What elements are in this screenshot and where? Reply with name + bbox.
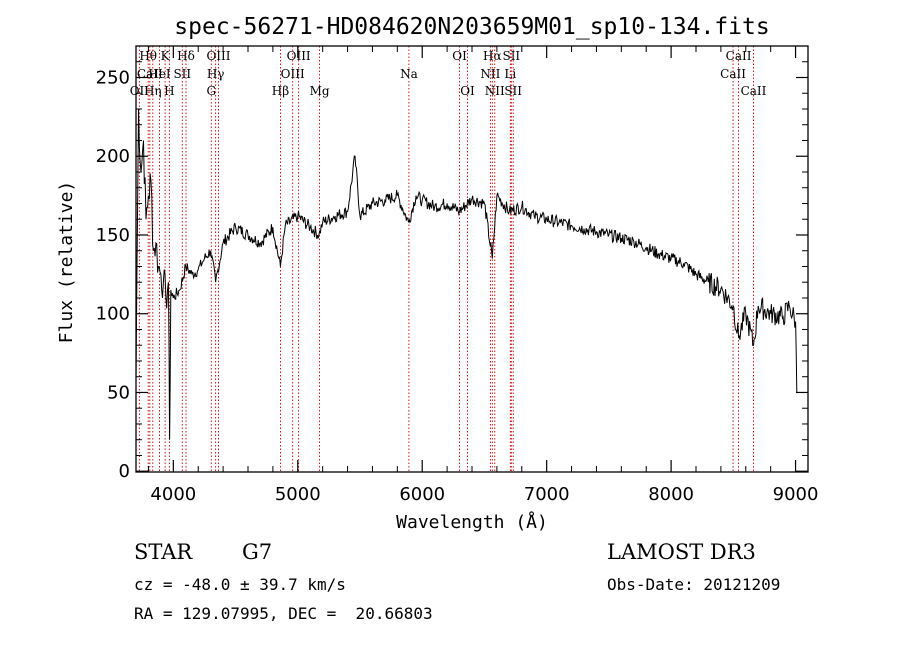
x-axis-ticks: 4000 5000 6000 7000 8000 9000 xyxy=(147,46,819,505)
line-label-9: OIII xyxy=(206,49,230,63)
x-tick-label-2: 6000 xyxy=(399,484,445,505)
x-tick-label-5: 9000 xyxy=(773,484,819,505)
line-label-26: CaII xyxy=(720,67,746,81)
coordinates-info: RA = 129.07995, DEC = 20.66803 xyxy=(134,604,433,623)
line-label-23: NII xyxy=(485,84,505,98)
line-label-13: OIII xyxy=(281,67,305,81)
line-label-27: CaII xyxy=(741,84,767,98)
x-tick-label-3: 7000 xyxy=(524,484,570,505)
chart-title: spec-56271-HD084620N203659M01_sp10-134.f… xyxy=(174,14,769,40)
y-tick-label-5: 250 xyxy=(96,67,130,88)
line-label-18: OI xyxy=(460,84,475,98)
y-tick-label-1: 50 xyxy=(107,382,130,403)
y-axis-ticks: 0 50 100 150 200 250 xyxy=(96,61,808,482)
x-tick-label-4: 8000 xyxy=(648,484,694,505)
line-label-17: OI xyxy=(452,49,467,63)
y-tick-label-4: 200 xyxy=(96,146,130,167)
line-label-14: Hβ xyxy=(272,84,289,98)
redshift-info: cz = -48.0 ± 39.7 km/s xyxy=(134,575,346,594)
line-label-24: SII xyxy=(504,84,522,98)
object-subclass: G7 xyxy=(242,540,273,564)
line-label-15: Mg xyxy=(310,84,330,98)
line-label-25: CaII xyxy=(726,49,752,63)
line-label-5: Hη xyxy=(144,84,162,98)
line-markers: Hθ CaII OII K HeI Hη H Hδ SII OIII Hγ G OIII OIII Hβ Mg… xyxy=(130,46,767,472)
line-label-19: Hα xyxy=(483,49,502,63)
survey-name: LAMOST DR3 xyxy=(607,540,756,564)
line-label-8: SII xyxy=(173,67,191,81)
line-label-7: Hδ xyxy=(177,49,195,63)
line-label-11: G xyxy=(206,84,216,98)
line-label-16: Na xyxy=(400,67,418,81)
line-label-0: Hθ xyxy=(139,49,157,63)
line-label-4: HeI xyxy=(148,67,171,81)
y-tick-label-3: 150 xyxy=(96,225,130,246)
object-class: STAR xyxy=(134,540,193,564)
line-label-20: SII xyxy=(502,49,520,63)
observation-date: Obs-Date: 20121209 xyxy=(607,575,781,594)
x-axis-label: Wavelength (Å) xyxy=(396,511,548,533)
line-label-6: H xyxy=(164,84,174,98)
plot-frame xyxy=(135,45,809,473)
spectrum-line xyxy=(135,108,798,440)
y-tick-label-0: 0 xyxy=(119,461,130,482)
y-axis-label: Flux (relative) xyxy=(56,181,77,344)
line-label-21: NII xyxy=(480,67,500,81)
line-label-3: K xyxy=(161,49,171,63)
x-tick-label-0: 4000 xyxy=(150,484,196,505)
line-label-22: Li xyxy=(504,67,516,81)
spectrum-layer xyxy=(135,108,798,440)
y-tick-label-2: 100 xyxy=(96,304,130,325)
x-tick-label-1: 5000 xyxy=(275,484,321,505)
line-label-10: Hγ xyxy=(207,67,225,81)
line-label-12: OIII xyxy=(287,49,311,63)
line-label-2: OII xyxy=(130,84,150,98)
